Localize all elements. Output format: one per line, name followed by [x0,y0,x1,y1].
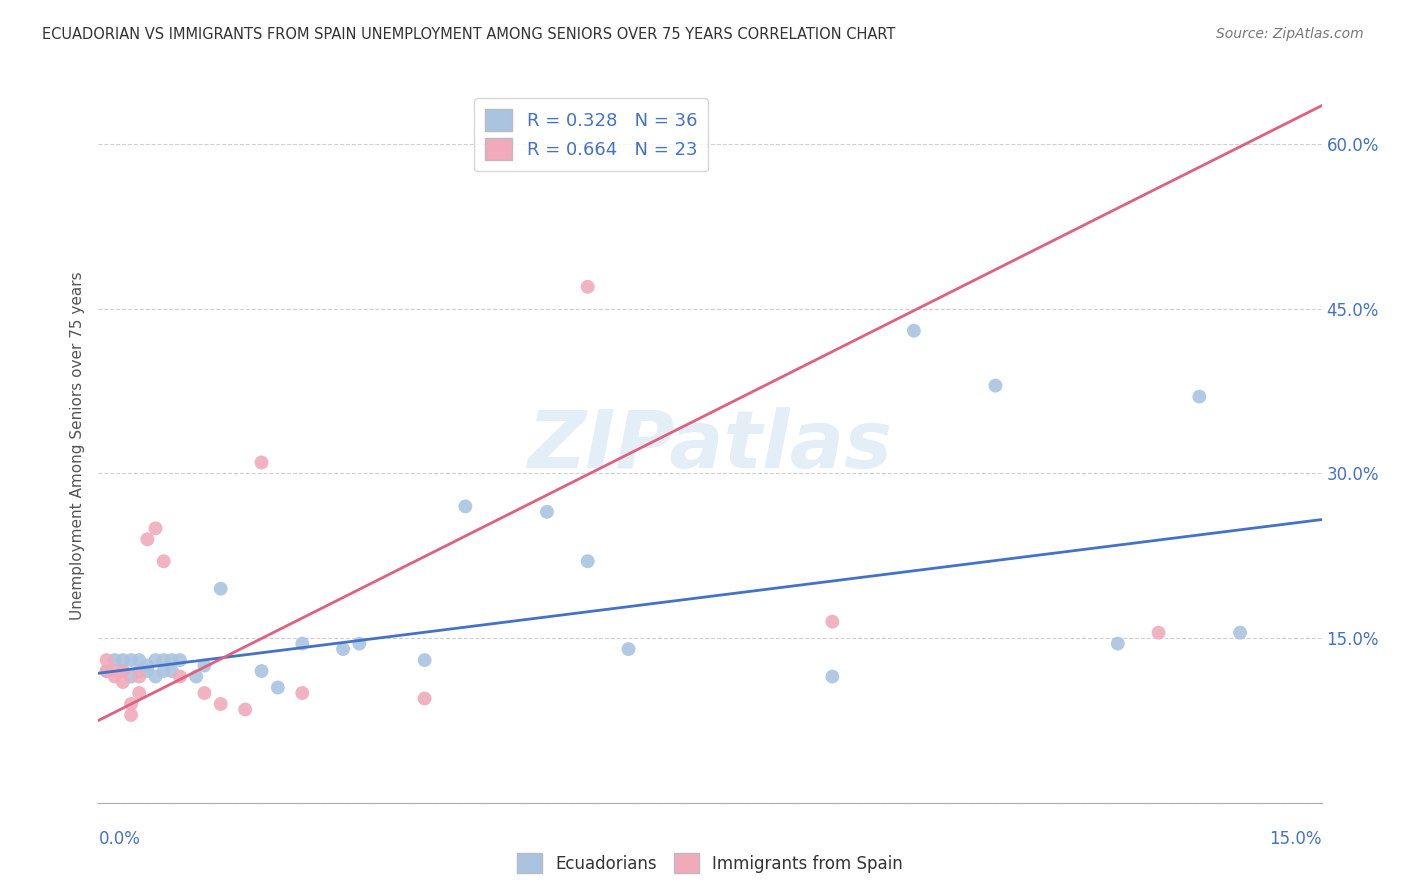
Point [903,324,925,338]
Point [120,697,142,711]
Point [111,675,134,690]
Point [821,669,844,683]
Point [111,664,134,678]
Point [349,637,371,651]
Point [984,378,1007,392]
Point [152,664,174,678]
Point [209,582,232,596]
Point [267,681,290,695]
Point [160,653,183,667]
Point [145,521,167,535]
Y-axis label: Unemployment Among Seniors over 75 years: Unemployment Among Seniors over 75 years [70,272,86,620]
Point [1147,625,1170,640]
Point [576,280,599,294]
Point [111,664,134,678]
Point [111,653,134,667]
Point [291,686,314,700]
Legend: Ecuadorians, Immigrants from Spain: Ecuadorians, Immigrants from Spain [510,847,910,880]
Text: 0.0%: 0.0% [98,830,141,847]
Point [454,500,477,514]
Text: ECUADORIAN VS IMMIGRANTS FROM SPAIN UNEMPLOYMENT AMONG SENIORS OVER 75 YEARS COR: ECUADORIAN VS IMMIGRANTS FROM SPAIN UNEM… [42,27,896,42]
Point [536,505,558,519]
Point [209,697,232,711]
Point [120,669,142,683]
Point [250,664,273,678]
Point [128,664,150,678]
Point [413,691,436,706]
Point [136,533,159,547]
Point [96,664,118,678]
Point [233,702,256,716]
Point [169,669,191,683]
Point [152,653,174,667]
Point [96,664,118,678]
Point [576,554,599,568]
Point [186,669,208,683]
Point [128,669,150,683]
Point [136,664,159,678]
Point [152,554,174,568]
Point [120,653,142,667]
Point [291,637,314,651]
Point [1107,637,1129,651]
Point [160,664,183,678]
Point [250,455,273,469]
Text: Source: ZipAtlas.com: Source: ZipAtlas.com [1216,27,1364,41]
Point [104,653,127,667]
Point [128,653,150,667]
Point [821,615,844,629]
Point [617,642,640,657]
Point [120,708,142,723]
Point [1229,625,1251,640]
Point [145,669,167,683]
Point [413,653,436,667]
Text: ZIPatlas: ZIPatlas [527,407,893,485]
Point [169,653,191,667]
Point [128,686,150,700]
Point [193,658,215,673]
Point [104,669,127,683]
Text: 15.0%: 15.0% [1270,830,1322,847]
Point [332,642,354,657]
Point [104,664,127,678]
Point [136,658,159,673]
Point [193,686,215,700]
Point [96,653,118,667]
Point [145,653,167,667]
Point [1188,390,1211,404]
